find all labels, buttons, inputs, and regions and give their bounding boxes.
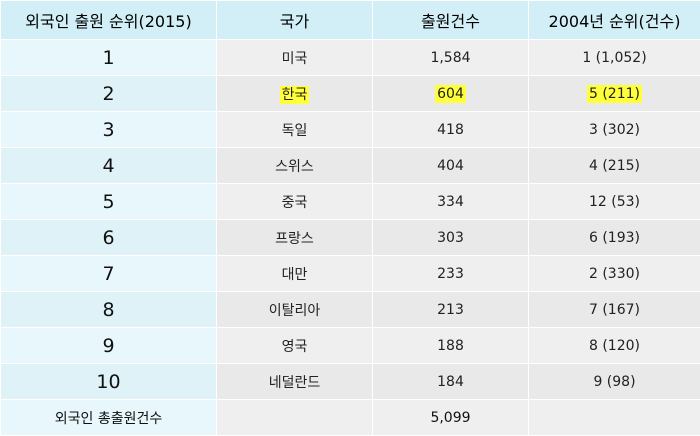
rank-cell: 7 <box>1 256 217 292</box>
rank-cell: 9 <box>1 328 217 364</box>
rank-2004-cell: 9 (98) <box>529 364 700 400</box>
header-rank-2004: 2004년 순위(건수) <box>529 1 700 40</box>
count-cell: 604 <box>373 76 529 112</box>
highlighted-value: 604 <box>435 85 466 103</box>
count-cell: 334 <box>373 184 529 220</box>
header-count: 출원건수 <box>373 1 529 40</box>
table-footer: 외국인 총출원건수 5,099 <box>1 400 700 436</box>
rank-2004-cell: 6 (193) <box>529 220 700 256</box>
country-cell: 이탈리아 <box>217 292 373 328</box>
rank-2004-cell: 7 (167) <box>529 292 700 328</box>
country-cell: 네덜란드 <box>217 364 373 400</box>
count-cell: 213 <box>373 292 529 328</box>
country-cell: 대만 <box>217 256 373 292</box>
total-value: 5,099 <box>373 400 529 436</box>
rank-cell: 8 <box>1 292 217 328</box>
rank-2004-cell: 3 (302) <box>529 112 700 148</box>
country-cell: 중국 <box>217 184 373 220</box>
rank-2004-cell: 1 (1,052) <box>529 40 700 76</box>
rank-2004-cell: 8 (120) <box>529 328 700 364</box>
count-cell: 233 <box>373 256 529 292</box>
country-cell: 영국 <box>217 328 373 364</box>
rank-cell: 6 <box>1 220 217 256</box>
rank-cell: 5 <box>1 184 217 220</box>
header-country: 국가 <box>217 1 373 40</box>
rank-2004-cell: 5 (211) <box>529 76 700 112</box>
total-row: 외국인 총출원건수 5,099 <box>1 400 700 436</box>
header-rank-2015: 외국인 출원 순위(2015) <box>1 1 217 40</box>
rank-2004-cell: 12 (53) <box>529 184 700 220</box>
rank-cell: 4 <box>1 148 217 184</box>
total-empty-cell <box>217 400 373 436</box>
rank-cell: 1 <box>1 40 217 76</box>
rank-cell: 10 <box>1 364 217 400</box>
country-cell: 독일 <box>217 112 373 148</box>
count-cell: 1,584 <box>373 40 529 76</box>
country-cell: 미국 <box>217 40 373 76</box>
table-header: 외국인 출원 순위(2015) 국가 출원건수 2004년 순위(건수) <box>1 1 700 40</box>
total-empty-cell <box>529 400 700 436</box>
count-cell: 418 <box>373 112 529 148</box>
country-cell: 한국 <box>217 76 373 112</box>
rank-cell: 3 <box>1 112 217 148</box>
total-label: 외국인 총출원건수 <box>1 400 217 436</box>
country-cell: 프랑스 <box>217 220 373 256</box>
rank-2004-cell: 2 (330) <box>529 256 700 292</box>
rank-2004-cell: 4 (215) <box>529 148 700 184</box>
highlighted-value: 한국 <box>280 86 310 104</box>
highlighted-value: 5 (211) <box>587 85 642 103</box>
header-row: 외국인 출원 순위(2015) 국가 출원건수 2004년 순위(건수) <box>1 1 700 40</box>
rank-cell: 2 <box>1 76 217 112</box>
count-cell: 404 <box>373 148 529 184</box>
count-cell: 184 <box>373 364 529 400</box>
country-cell: 스위스 <box>217 148 373 184</box>
table-row: 2 한국 604 5 (211) <box>1 76 700 112</box>
count-cell: 303 <box>373 220 529 256</box>
count-cell: 188 <box>373 328 529 364</box>
